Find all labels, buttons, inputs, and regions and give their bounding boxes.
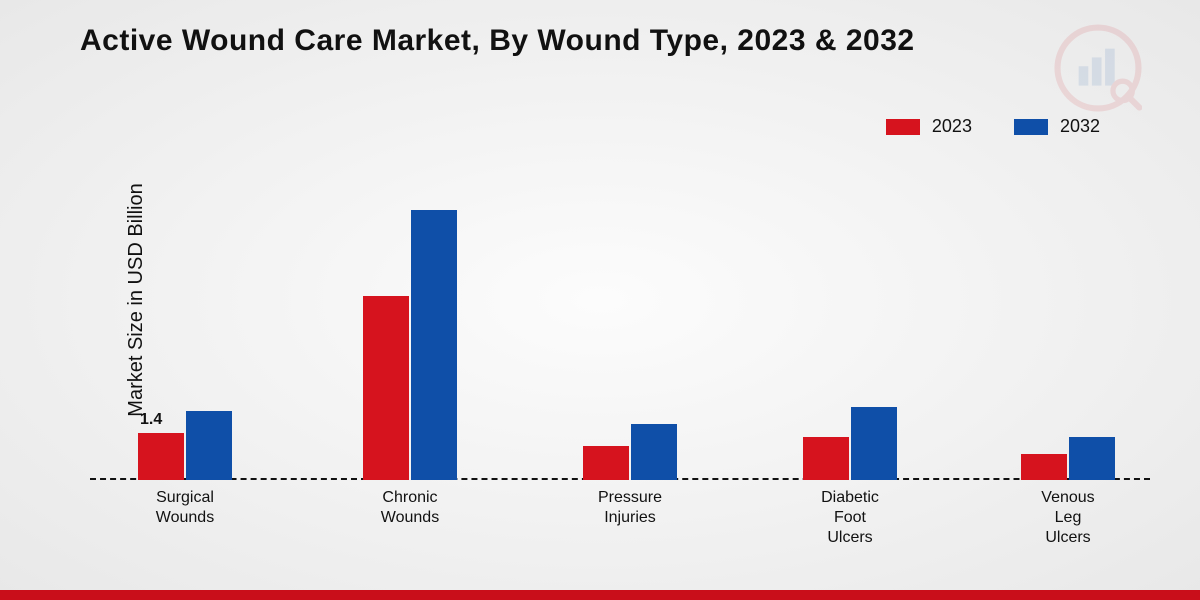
legend-item-2032: 2032: [1014, 116, 1100, 137]
legend: 2023 2032: [886, 116, 1100, 137]
bar-group-chronic: [355, 210, 465, 480]
chart-canvas: Active Wound Care Market, By Wound Type,…: [0, 0, 1200, 600]
watermark-logo-icon: [1054, 24, 1142, 112]
bar-2032-diabetic: [851, 407, 897, 480]
legend-label-2023: 2023: [932, 116, 972, 137]
footer-accent-bar: [0, 590, 1200, 600]
x-label-surgical: Surgical Wounds: [115, 488, 255, 528]
legend-label-2032: 2032: [1060, 116, 1100, 137]
bar-2032-surgical: [186, 411, 232, 480]
bar-group-diabetic: [795, 407, 905, 480]
legend-swatch-2023: [886, 119, 920, 135]
bar-2032-chronic: [411, 210, 457, 480]
chart-title: Active Wound Care Market, By Wound Type,…: [80, 24, 915, 58]
x-label-venous: Venous Leg Ulcers: [998, 488, 1138, 548]
bar-2023-diabetic: [803, 437, 849, 480]
x-axis-labels: Surgical Wounds Chronic Wounds Pressure In…: [90, 488, 1150, 568]
bar-2023-chronic: [363, 296, 409, 480]
legend-item-2023: 2023: [886, 116, 972, 137]
x-label-pressure: Pressure Injuries: [560, 488, 700, 528]
x-label-diabetic: Diabetic Foot Ulcers: [780, 488, 920, 548]
x-label-chronic: Chronic Wounds: [340, 488, 480, 528]
bar-2023-surgical: [138, 433, 184, 480]
bar-2032-venous: [1069, 437, 1115, 480]
value-label-surgical: 1.4: [140, 411, 162, 429]
bar-2032-pressure: [631, 424, 677, 480]
bar-2023-venous: [1021, 454, 1067, 480]
bar-2023-pressure: [583, 446, 629, 480]
bar-group-venous: [1013, 437, 1123, 480]
legend-swatch-2032: [1014, 119, 1048, 135]
plot-area: 1.4: [90, 180, 1150, 480]
bar-group-pressure: [575, 424, 685, 480]
